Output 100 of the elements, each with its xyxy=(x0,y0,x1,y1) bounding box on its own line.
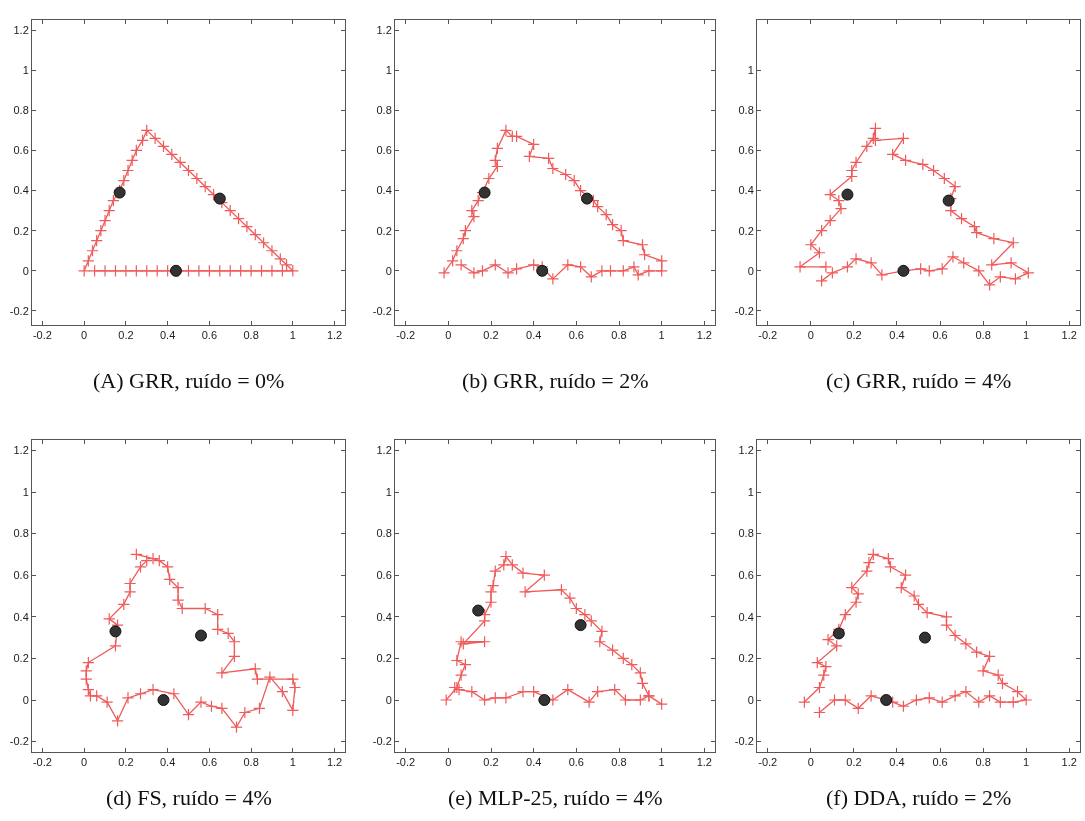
y-tick-label: -0.2 xyxy=(9,304,29,317)
x-tick-label: 1.2 xyxy=(326,329,343,342)
x-tick-label: 1.2 xyxy=(696,756,712,769)
x-tick-label: 0.8 xyxy=(243,756,259,769)
x-tick-label: -0.2 xyxy=(758,756,778,769)
y-tick-label: 0.8 xyxy=(376,104,392,117)
x-tick-label: 0.6 xyxy=(932,756,948,769)
text: (f) DDA, ruído = 2% xyxy=(826,785,1012,810)
y-tick-label: -0.2 xyxy=(372,304,392,317)
x-tick-label: 1 xyxy=(658,756,665,769)
y-tick-label: -0.2 xyxy=(372,735,392,748)
y-tick-label: 0 xyxy=(385,264,392,277)
x-tick-label: 0.8 xyxy=(611,329,627,342)
y-tick-label: 1.2 xyxy=(738,444,754,457)
y-tick-label: 0.4 xyxy=(13,610,29,623)
x-tick-label: 0.4 xyxy=(889,329,905,342)
y-tick-label: 1.2 xyxy=(13,444,29,457)
x-tick-label: 1 xyxy=(289,329,296,342)
y-tick-label: 0.6 xyxy=(738,569,754,582)
y-tick-label: 0.8 xyxy=(738,104,754,117)
y-tick-label: 1 xyxy=(747,485,754,498)
x-tick-label: 0.8 xyxy=(243,329,259,342)
x-tick-label: 0.2 xyxy=(118,329,134,342)
x-tick-label: -0.2 xyxy=(396,329,416,342)
x-tick-label: 0.4 xyxy=(526,329,542,342)
x-tick-label: 0.6 xyxy=(932,329,948,342)
y-tick-label: 0.6 xyxy=(13,569,29,582)
x-tick-label: 0 xyxy=(807,756,814,769)
y-tick-label: 0 xyxy=(385,693,392,706)
x-tick-label: -0.2 xyxy=(32,756,52,769)
text: (b) GRR, ruído = 2% xyxy=(462,368,649,393)
y-tick-label: 1.2 xyxy=(376,23,392,36)
x-tick-label: 0.2 xyxy=(118,756,134,769)
y-tick-label: 0.6 xyxy=(738,144,754,157)
y-tick-label: 0.4 xyxy=(376,184,392,197)
x-tick-label: 0.6 xyxy=(201,329,218,342)
text: (c) GRR, ruído = 4% xyxy=(826,368,1012,393)
y-tick-label: 0 xyxy=(747,693,754,706)
y-tick-label: 0 xyxy=(22,693,29,706)
y-tick-label: 0.2 xyxy=(376,224,392,237)
x-tick-label: 0.4 xyxy=(889,756,905,769)
y-tick-label: 0.6 xyxy=(376,569,392,582)
y-tick-label: 0.2 xyxy=(738,652,754,665)
y-tick-label: 0.2 xyxy=(13,652,29,665)
x-tick-label: 0.6 xyxy=(568,756,584,769)
x-tick-label: 1 xyxy=(1023,756,1030,769)
x-tick-label: 0.8 xyxy=(611,756,627,769)
x-tick-label: 1.2 xyxy=(696,329,712,342)
x-tick-label: 1.2 xyxy=(1061,756,1077,769)
x-tick-label: 0.6 xyxy=(568,329,584,342)
x-tick-label: 0.2 xyxy=(846,756,862,769)
y-tick-label: 1 xyxy=(747,64,754,77)
y-tick-label: 1 xyxy=(385,64,392,77)
x-tick-label: 1 xyxy=(1023,329,1030,342)
x-tick-label: 0.4 xyxy=(526,756,542,769)
y-tick-label: 0.2 xyxy=(738,224,754,237)
x-tick-label: 0 xyxy=(445,329,452,342)
x-tick-label: 0 xyxy=(81,756,88,769)
y-tick-label: 0.8 xyxy=(738,527,754,540)
y-tick-label: 0.4 xyxy=(738,610,754,623)
x-tick-label: 0 xyxy=(81,329,88,342)
y-tick-label: 1.2 xyxy=(13,23,29,36)
text: (e) MLP-25, ruído = 4% xyxy=(448,785,663,810)
y-tick-label: 0.4 xyxy=(738,184,754,197)
x-tick-label: 0.6 xyxy=(201,756,218,769)
x-tick-label: 0.4 xyxy=(159,756,176,769)
x-tick-label: -0.2 xyxy=(396,756,416,769)
y-tick-label: 0.6 xyxy=(376,144,392,157)
x-tick-label: 1.2 xyxy=(1061,329,1077,342)
y-tick-label: 0.4 xyxy=(13,184,29,197)
x-tick-label: 0 xyxy=(807,329,814,342)
y-tick-label: 0.8 xyxy=(376,527,392,540)
y-tick-label: 0.4 xyxy=(376,610,392,623)
text: (d) FS, ruído = 4% xyxy=(106,785,272,810)
y-tick-label: -0.2 xyxy=(9,735,29,748)
x-tick-label: 1 xyxy=(289,756,296,769)
y-tick-label: 0.8 xyxy=(13,104,29,117)
x-tick-label: 1.2 xyxy=(326,756,343,769)
x-tick-label: 1 xyxy=(658,329,665,342)
text: (A) GRR, ruído = 0% xyxy=(93,368,285,393)
y-tick-label: 0.6 xyxy=(13,144,29,157)
y-tick-label: -0.2 xyxy=(734,304,754,317)
x-tick-label: -0.2 xyxy=(32,329,52,342)
x-tick-label: 0.2 xyxy=(483,756,499,769)
x-tick-label: 0.4 xyxy=(159,329,176,342)
y-tick-label: -0.2 xyxy=(734,735,754,748)
x-tick-label: 0.2 xyxy=(483,329,499,342)
y-tick-label: 1 xyxy=(385,485,392,498)
x-tick-label: -0.2 xyxy=(758,329,778,342)
x-tick-label: 0.8 xyxy=(975,756,991,769)
x-tick-label: 0.2 xyxy=(846,329,862,342)
y-tick-label: 0.2 xyxy=(376,652,392,665)
y-tick-label: 0 xyxy=(747,264,754,277)
y-tick-label: 0.8 xyxy=(13,527,29,540)
y-tick-label: 1 xyxy=(22,64,29,77)
y-tick-label: 1 xyxy=(22,485,29,498)
x-tick-label: 0.8 xyxy=(975,329,991,342)
y-tick-label: 1.2 xyxy=(376,444,392,457)
y-tick-label: 0.2 xyxy=(13,224,29,237)
x-tick-label: 0 xyxy=(445,756,452,769)
